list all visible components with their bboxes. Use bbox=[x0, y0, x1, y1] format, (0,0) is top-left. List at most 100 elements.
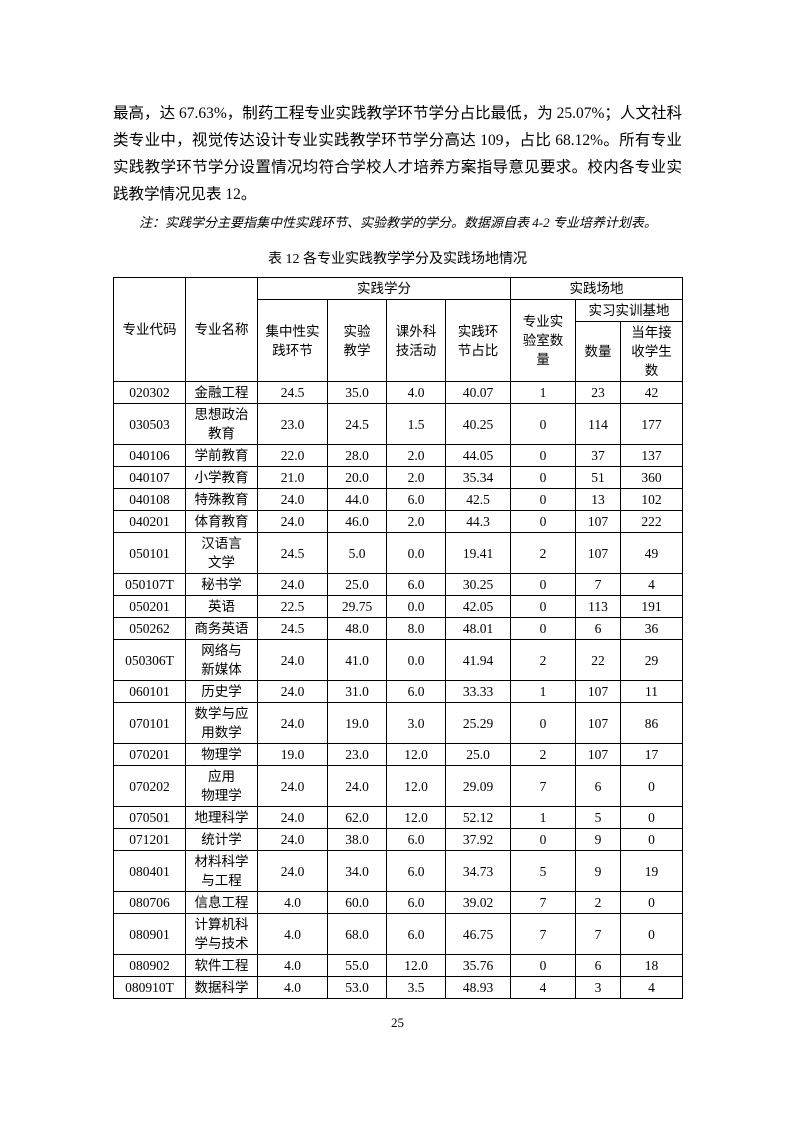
cell-code: 070201 bbox=[113, 743, 186, 766]
cell-students: 360 bbox=[620, 466, 683, 489]
table-row: 050107T 秘书学 24.0 25.0 6.0 30.25 0 7 4 bbox=[113, 573, 683, 596]
table-row: 070201 物理学 19.0 23.0 12.0 25.0 2 107 17 bbox=[113, 743, 683, 766]
cell-code: 020302 bbox=[113, 381, 186, 404]
cell-ratio: 42.05 bbox=[445, 595, 511, 618]
header-training-bases-group: 实习实训基地 bbox=[575, 299, 683, 322]
cell-ratio: 40.25 bbox=[445, 403, 511, 445]
page-content: 最高，达 67.63%，制药工程专业实践教学环节学分占比最低，为 25.07%；… bbox=[113, 100, 683, 1031]
cell-labs: 7 bbox=[510, 913, 576, 955]
cell-concentrated: 24.5 bbox=[257, 532, 328, 574]
table-row: 070101 数学与应 用数学 24.0 19.0 3.0 25.29 0 107 86 bbox=[113, 702, 683, 744]
cell-concentrated: 4.0 bbox=[257, 913, 328, 955]
cell-students: 0 bbox=[620, 891, 683, 914]
cell-labs: 7 bbox=[510, 765, 576, 807]
cell-labs: 2 bbox=[510, 639, 576, 681]
page-number: 25 bbox=[391, 1015, 404, 1030]
note-paragraph: 注：实践学分主要指集中性实践环节、实验教学的学分。数据源自表 4-2 专业培养计… bbox=[139, 215, 657, 230]
cell-bases: 107 bbox=[575, 680, 621, 703]
cell-concentrated: 24.0 bbox=[257, 850, 328, 892]
cell-name: 秘书学 bbox=[185, 573, 258, 596]
cell-experiment: 20.0 bbox=[327, 466, 387, 489]
table-row: 080401 材料科学 与工程 24.0 34.0 6.0 34.73 5 9 19 bbox=[113, 850, 683, 892]
cell-concentrated: 22.0 bbox=[257, 444, 328, 467]
cell-experiment: 23.0 bbox=[327, 743, 387, 766]
cell-students: 4 bbox=[620, 976, 683, 999]
cell-extracurricular: 6.0 bbox=[386, 850, 446, 892]
cell-students: 102 bbox=[620, 488, 683, 511]
cell-ratio: 44.05 bbox=[445, 444, 511, 467]
cell-experiment: 24.5 bbox=[327, 403, 387, 445]
cell-name: 信息工程 bbox=[185, 891, 258, 914]
table-row: 020302 金融工程 24.5 35.0 4.0 40.07 1 23 42 bbox=[113, 381, 683, 404]
cell-experiment: 28.0 bbox=[327, 444, 387, 467]
cell-extracurricular: 2.0 bbox=[386, 444, 446, 467]
cell-code: 080902 bbox=[113, 954, 186, 977]
cell-labs: 5 bbox=[510, 850, 576, 892]
table-row: 040201 体育教育 24.0 46.0 2.0 44.3 0 107 222 bbox=[113, 510, 683, 533]
table-header: 专业代码 专业名称 实践学分 实践场地 集中性实 践环节 实验 教学 课外科 技… bbox=[113, 277, 683, 382]
table-row: 070202 应用 物理学 24.0 24.0 12.0 29.09 7 6 0 bbox=[113, 765, 683, 807]
table-row: 040107 小学教育 21.0 20.0 2.0 35.34 0 51 360 bbox=[113, 466, 683, 489]
cell-concentrated: 24.0 bbox=[257, 828, 328, 851]
header-practice-sites-group: 实践场地 bbox=[510, 277, 683, 300]
cell-bases: 7 bbox=[575, 913, 621, 955]
cell-ratio: 37.92 bbox=[445, 828, 511, 851]
cell-name: 特殊教育 bbox=[185, 488, 258, 511]
cell-experiment: 34.0 bbox=[327, 850, 387, 892]
header-base-count: 数量 bbox=[575, 321, 621, 382]
cell-ratio: 35.34 bbox=[445, 466, 511, 489]
cell-ratio: 33.33 bbox=[445, 680, 511, 703]
cell-bases: 9 bbox=[575, 828, 621, 851]
cell-bases: 5 bbox=[575, 806, 621, 829]
cell-ratio: 44.3 bbox=[445, 510, 511, 533]
cell-bases: 107 bbox=[575, 510, 621, 533]
cell-ratio: 25.29 bbox=[445, 702, 511, 744]
cell-ratio: 35.76 bbox=[445, 954, 511, 977]
cell-experiment: 44.0 bbox=[327, 488, 387, 511]
cell-concentrated: 24.0 bbox=[257, 806, 328, 829]
cell-experiment: 35.0 bbox=[327, 381, 387, 404]
cell-labs: 0 bbox=[510, 510, 576, 533]
cell-code: 060101 bbox=[113, 680, 186, 703]
cell-ratio: 48.01 bbox=[445, 617, 511, 640]
cell-ratio: 25.0 bbox=[445, 743, 511, 766]
cell-name: 地理科学 bbox=[185, 806, 258, 829]
cell-extracurricular: 6.0 bbox=[386, 913, 446, 955]
table-row: 070501 地理科学 24.0 62.0 12.0 52.12 1 5 0 bbox=[113, 806, 683, 829]
cell-concentrated: 21.0 bbox=[257, 466, 328, 489]
header-row-2: 集中性实 践环节 实验 教学 课外科 技活动 实践环 节占比 专业实 验室数 量… bbox=[114, 299, 683, 382]
cell-name: 体育教育 bbox=[185, 510, 258, 533]
cell-code: 070501 bbox=[113, 806, 186, 829]
cell-experiment: 25.0 bbox=[327, 573, 387, 596]
cell-code: 050262 bbox=[113, 617, 186, 640]
cell-extracurricular: 6.0 bbox=[386, 680, 446, 703]
cell-students: 191 bbox=[620, 595, 683, 618]
cell-code: 050201 bbox=[113, 595, 186, 618]
cell-bases: 9 bbox=[575, 850, 621, 892]
cell-labs: 1 bbox=[510, 381, 576, 404]
cell-code: 040201 bbox=[113, 510, 186, 533]
cell-experiment: 29.75 bbox=[327, 595, 387, 618]
cell-bases: 37 bbox=[575, 444, 621, 467]
cell-concentrated: 24.0 bbox=[257, 573, 328, 596]
cell-concentrated: 24.0 bbox=[257, 765, 328, 807]
cell-labs: 0 bbox=[510, 595, 576, 618]
cell-bases: 6 bbox=[575, 954, 621, 977]
cell-concentrated: 24.0 bbox=[257, 510, 328, 533]
cell-students: 36 bbox=[620, 617, 683, 640]
cell-code: 070202 bbox=[113, 765, 186, 807]
cell-students: 42 bbox=[620, 381, 683, 404]
cell-extracurricular: 2.0 bbox=[386, 466, 446, 489]
cell-experiment: 48.0 bbox=[327, 617, 387, 640]
table-row: 050101 汉语言 文学 24.5 5.0 0.0 19.41 2 107 49 bbox=[113, 532, 683, 574]
cell-code: 080901 bbox=[113, 913, 186, 955]
cell-labs: 0 bbox=[510, 444, 576, 467]
cell-labs: 2 bbox=[510, 743, 576, 766]
cell-name: 应用 物理学 bbox=[185, 765, 258, 807]
cell-students: 86 bbox=[620, 702, 683, 744]
cell-bases: 113 bbox=[575, 595, 621, 618]
cell-experiment: 41.0 bbox=[327, 639, 387, 681]
cell-concentrated: 4.0 bbox=[257, 976, 328, 999]
cell-concentrated: 24.0 bbox=[257, 702, 328, 744]
cell-students: 0 bbox=[620, 765, 683, 807]
